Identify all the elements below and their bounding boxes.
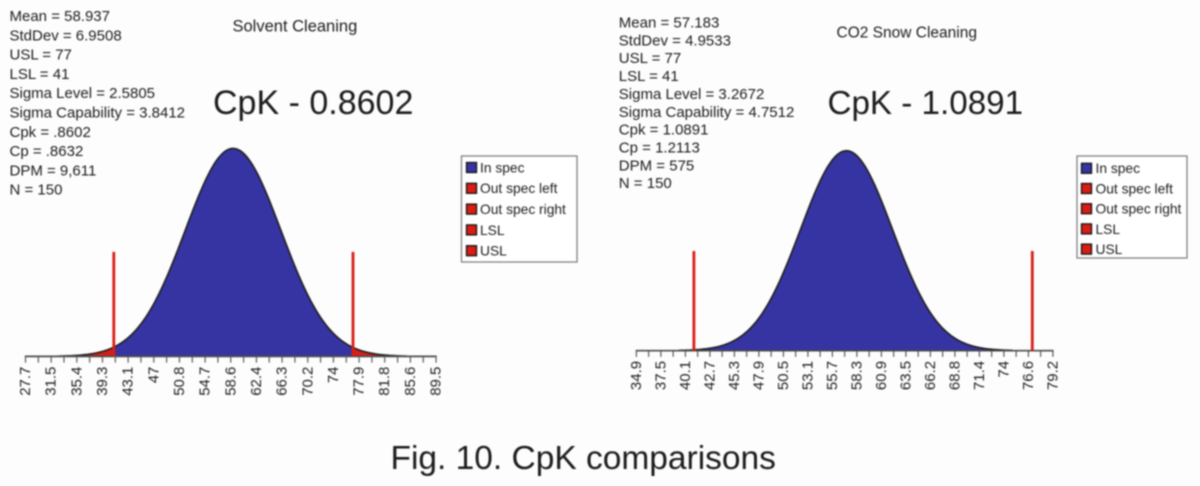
svg-text:50.5: 50.5	[775, 361, 792, 390]
svg-text:62.4: 62.4	[248, 367, 265, 396]
svg-text:77.9: 77.9	[351, 367, 368, 396]
svg-text:Out spec left: Out spec left	[480, 181, 558, 196]
svg-text:27.7: 27.7	[17, 367, 34, 396]
svg-text:Sigma Level = 2.5805: Sigma Level = 2.5805	[10, 85, 156, 102]
svg-text:DPM = 9,611: DPM = 9,611	[10, 162, 97, 179]
svg-text:47: 47	[145, 367, 162, 384]
svg-text:Cpk = 1.0891: Cpk = 1.0891	[619, 122, 709, 139]
svg-text:53.1: 53.1	[799, 361, 816, 390]
svg-text:DPM = 575: DPM = 575	[619, 157, 694, 174]
svg-text:Cp = .8632: Cp = .8632	[10, 143, 84, 160]
svg-text:In spec: In spec	[480, 160, 525, 175]
svg-text:89.5: 89.5	[428, 367, 445, 396]
svg-text:Sigma Level = 3.2672: Sigma Level = 3.2672	[619, 86, 765, 103]
svg-text:71.4: 71.4	[971, 361, 988, 390]
svg-text:35.4: 35.4	[68, 367, 85, 396]
svg-text:LSL: LSL	[480, 223, 505, 238]
svg-text:Mean = 57.183: Mean = 57.183	[619, 15, 720, 32]
svg-text:68.8: 68.8	[946, 361, 963, 390]
svg-text:76.6: 76.6	[1020, 361, 1037, 390]
svg-text:58.3: 58.3	[848, 361, 865, 390]
svg-text:Cp = 1.2113: Cp = 1.2113	[619, 140, 700, 157]
svg-text:31.5: 31.5	[43, 367, 60, 396]
svg-text:63.5: 63.5	[897, 361, 914, 390]
svg-text:USL = 77: USL = 77	[10, 47, 72, 64]
svg-text:LSL = 41: LSL = 41	[619, 68, 679, 85]
svg-text:54.7: 54.7	[197, 367, 214, 396]
svg-text:34.9: 34.9	[628, 361, 645, 390]
svg-text:66.2: 66.2	[922, 361, 939, 390]
svg-text:60.9: 60.9	[873, 361, 890, 390]
svg-text:LSL: LSL	[1096, 222, 1121, 237]
svg-text:Solvent Cleaning: Solvent Cleaning	[233, 18, 358, 36]
svg-text:In spec: In spec	[1096, 161, 1141, 176]
svg-text:39.3: 39.3	[94, 367, 111, 396]
svg-text:CpK - 0.8602: CpK - 0.8602	[213, 84, 413, 122]
svg-text:50.8: 50.8	[171, 367, 188, 396]
svg-text:CpK - 1.0891: CpK - 1.0891	[828, 85, 1024, 122]
svg-text:Sigma Capability = 3.8412: Sigma Capability = 3.8412	[10, 105, 186, 122]
svg-text:55.7: 55.7	[824, 361, 841, 390]
svg-text:Cpk = .8602: Cpk = .8602	[10, 124, 91, 141]
svg-text:74: 74	[325, 367, 342, 384]
svg-text:66.3: 66.3	[274, 367, 291, 396]
svg-text:CO2 Snow Cleaning: CO2 Snow Cleaning	[837, 25, 977, 42]
svg-text:58.6: 58.6	[222, 367, 239, 396]
svg-text:85.6: 85.6	[402, 367, 419, 396]
svg-text:Out spec right: Out spec right	[480, 202, 566, 217]
svg-text:81.8: 81.8	[376, 367, 393, 396]
svg-text:79.2: 79.2	[1044, 361, 1061, 390]
svg-text:LSL = 41: LSL = 41	[10, 66, 70, 83]
svg-text:Sigma Capability = 4.7512: Sigma Capability = 4.7512	[619, 104, 795, 121]
svg-text:40.1: 40.1	[677, 361, 694, 390]
svg-text:USL: USL	[480, 244, 507, 259]
svg-text:Fig. 10. CpK comparisons: Fig. 10. CpK comparisons	[391, 440, 776, 477]
svg-text:USL: USL	[1096, 242, 1123, 257]
svg-text:70.2: 70.2	[299, 367, 316, 396]
svg-text:74: 74	[995, 361, 1012, 378]
svg-text:StdDev = 6.9508: StdDev = 6.9508	[10, 27, 122, 44]
svg-text:Out spec right: Out spec right	[1096, 202, 1182, 217]
svg-text:N = 150: N = 150	[619, 175, 672, 192]
svg-text:47.9: 47.9	[750, 361, 767, 390]
svg-text:42.7: 42.7	[701, 361, 718, 390]
svg-text:StdDev = 4.9533: StdDev = 4.9533	[619, 32, 731, 49]
svg-text:Out spec left: Out spec left	[1096, 181, 1174, 196]
svg-text:N = 150: N = 150	[10, 182, 63, 199]
svg-text:43.1: 43.1	[120, 367, 137, 396]
svg-text:37.5: 37.5	[652, 361, 669, 390]
svg-text:USL = 77: USL = 77	[619, 50, 681, 67]
svg-text:Mean = 58.937: Mean = 58.937	[10, 8, 111, 25]
svg-text:45.3: 45.3	[726, 361, 743, 390]
